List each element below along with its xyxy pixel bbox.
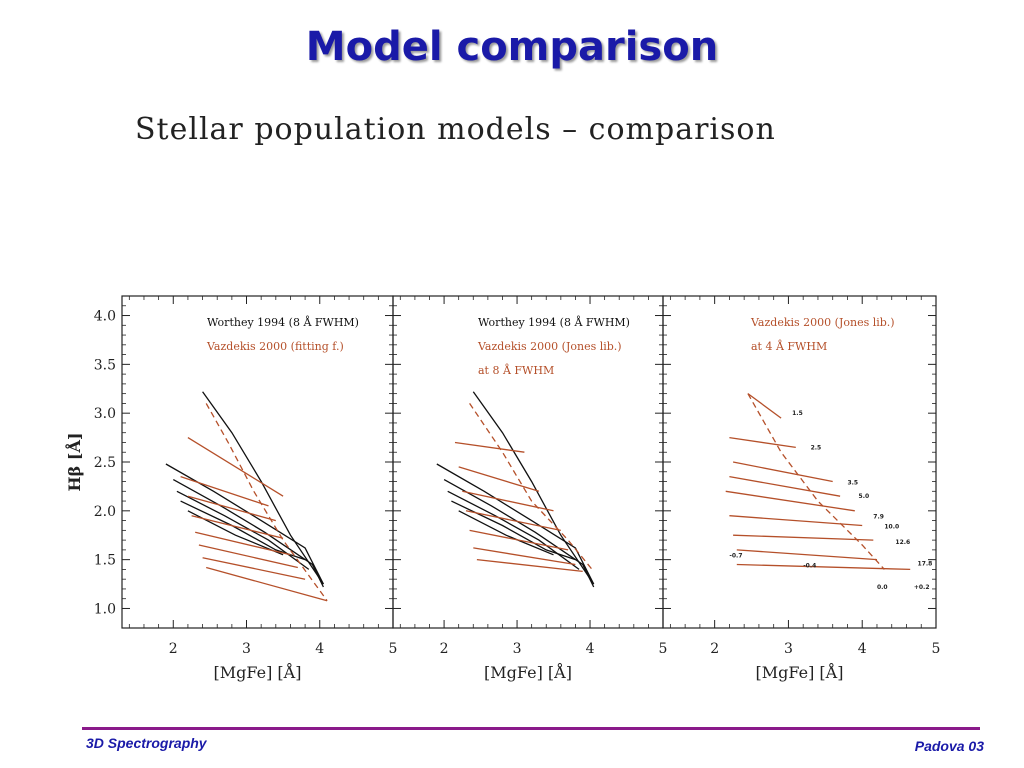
series-line — [462, 490, 554, 512]
x-tick-label: 2 — [710, 641, 719, 657]
legend-entry: Vazdekis 2000 (Jones lib.) — [477, 340, 622, 353]
footer-divider — [82, 727, 980, 730]
age-label: 10.0 — [884, 523, 899, 530]
legend-entry: at 8 Å FWHM — [478, 363, 554, 377]
age-label: 17.8 — [918, 561, 933, 568]
series-line — [465, 510, 561, 532]
footer-right-text: Padova 03 — [914, 738, 984, 754]
series-line — [458, 510, 554, 556]
chart-figure-title: Stellar population models – comparison — [135, 112, 776, 147]
series-line — [458, 466, 540, 492]
series-line — [187, 437, 284, 497]
y-tick-label: 3.0 — [94, 406, 116, 422]
x-tick-label: 4 — [586, 641, 595, 657]
x-axis-label: [MgFe] [Å] — [756, 662, 844, 682]
series-line — [454, 441, 525, 453]
x-tick-label: 4 — [858, 641, 867, 657]
series-line — [736, 549, 878, 561]
age-label: 2.5 — [811, 444, 822, 451]
series-line — [180, 475, 269, 507]
series-line — [473, 547, 576, 566]
series-line — [733, 534, 874, 541]
x-tick-label: 5 — [389, 641, 398, 657]
legend-entry: Vazdekis 2000 (Jones lib.) — [750, 316, 895, 329]
series-line — [443, 479, 595, 588]
series-line — [176, 490, 310, 570]
series-line — [469, 403, 595, 572]
y-tick-label: 2.5 — [94, 455, 116, 471]
series-line — [469, 529, 569, 551]
series-line — [436, 463, 595, 585]
series-line — [747, 393, 782, 419]
series-line — [729, 436, 796, 449]
legend-entry: Worthey 1994 (8 Å FWHM) — [207, 315, 359, 329]
age-label: 12.6 — [895, 539, 910, 546]
series-line — [732, 461, 833, 483]
metallicity-label: +0.2 — [914, 584, 930, 591]
series-line — [736, 563, 911, 571]
series-line — [202, 557, 306, 580]
x-tick-label: 2 — [169, 641, 178, 657]
age-label: 5.0 — [859, 493, 870, 500]
x-tick-label: 3 — [784, 641, 793, 657]
x-axis-label: [MgFe] [Å] — [214, 662, 302, 682]
series-line — [729, 475, 841, 497]
series-line — [191, 515, 284, 539]
series-line — [205, 403, 328, 602]
series-line — [472, 391, 595, 585]
series-line — [747, 393, 885, 570]
series-line — [187, 495, 276, 522]
legend-entry: Vazdekis 2000 (fitting f.) — [206, 340, 344, 353]
series-line — [172, 479, 324, 588]
legend-entry: at 4 Å FWHM — [751, 339, 827, 353]
x-tick-label: 5 — [659, 641, 668, 657]
series-line — [725, 490, 855, 512]
series-line — [202, 391, 324, 585]
y-tick-label: 2.0 — [94, 504, 116, 520]
series-line — [476, 558, 583, 573]
series-line — [198, 544, 298, 569]
x-tick-label: 2 — [440, 641, 449, 657]
slide-title: Model comparison — [305, 24, 719, 70]
footer-left-text: 3D Spectrography — [86, 735, 207, 751]
series-line — [206, 566, 328, 602]
age-label: 3.5 — [847, 479, 858, 486]
age-label: 7.9 — [873, 514, 884, 521]
x-tick-label: 5 — [932, 641, 941, 657]
metallicity-label: -0.4 — [803, 562, 816, 569]
x-tick-label: 3 — [513, 641, 522, 657]
legend-entry: Worthey 1994 (8 Å FWHM) — [478, 315, 630, 329]
x-axis-label: [MgFe] [Å] — [484, 662, 572, 682]
metallicity-label: 0.0 — [877, 584, 888, 591]
y-tick-label: 4.0 — [94, 309, 116, 325]
y-axis-label: Hβ [Å] — [63, 433, 84, 492]
series-line — [729, 515, 863, 527]
x-tick-label: 3 — [242, 641, 251, 657]
y-tick-label: 3.5 — [94, 357, 116, 373]
metallicity-label: -0.7 — [729, 553, 742, 560]
x-tick-label: 4 — [315, 641, 324, 657]
age-label: 1.5 — [792, 410, 803, 417]
series-line — [195, 531, 291, 556]
y-tick-label: 1.5 — [94, 553, 116, 569]
y-tick-label: 1.0 — [94, 601, 116, 617]
